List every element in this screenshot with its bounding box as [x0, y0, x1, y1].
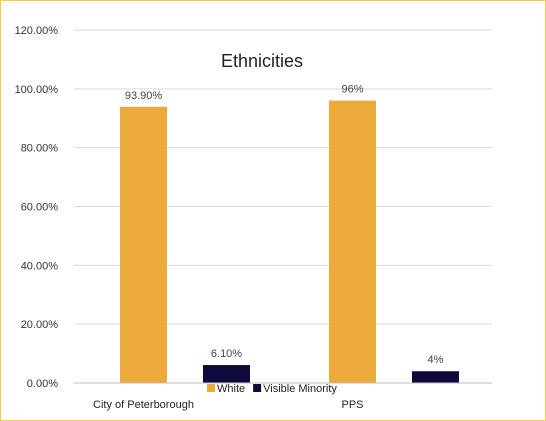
category-label: City of Peterborough: [93, 399, 194, 411]
legend-label: White: [217, 383, 245, 395]
chart-title: Ethnicities: [221, 51, 303, 71]
bar-visible-minority-1: [412, 371, 459, 383]
y-tick-label: 20.00%: [21, 319, 59, 331]
legend: White Visible Minority: [207, 383, 337, 395]
y-tick-label: 120.00%: [15, 25, 59, 37]
y-tick-label: 100.00%: [15, 84, 59, 96]
data-label: 6.10%: [211, 348, 242, 360]
data-label: 4%: [428, 354, 444, 366]
data-labels: 93.90% 6.10% 96% 4%: [125, 84, 444, 367]
y-tick-label: 0.00%: [27, 378, 58, 390]
data-label: 96%: [341, 84, 363, 96]
y-tick-label: 40.00%: [21, 260, 59, 272]
y-tick-label: 60.00%: [21, 202, 59, 214]
y-tick-label: 80.00%: [21, 143, 59, 155]
bar-white-1: [329, 100, 376, 383]
category-label: PPS: [341, 399, 363, 411]
bar-white-0: [120, 106, 167, 383]
legend-swatch: [207, 384, 215, 392]
legend-label: Visible Minority: [263, 383, 337, 395]
bar-visible-minority-0: [203, 365, 250, 383]
data-label: 93.90%: [125, 90, 163, 102]
bars: [120, 100, 459, 383]
legend-swatch: [253, 384, 262, 392]
x-axis-category-labels: City of Peterborough PPS: [93, 399, 363, 411]
y-axis-tick-labels: 0.00% 20.00% 40.00% 60.00% 80.00% 100.00% 120.…: [15, 25, 59, 390]
